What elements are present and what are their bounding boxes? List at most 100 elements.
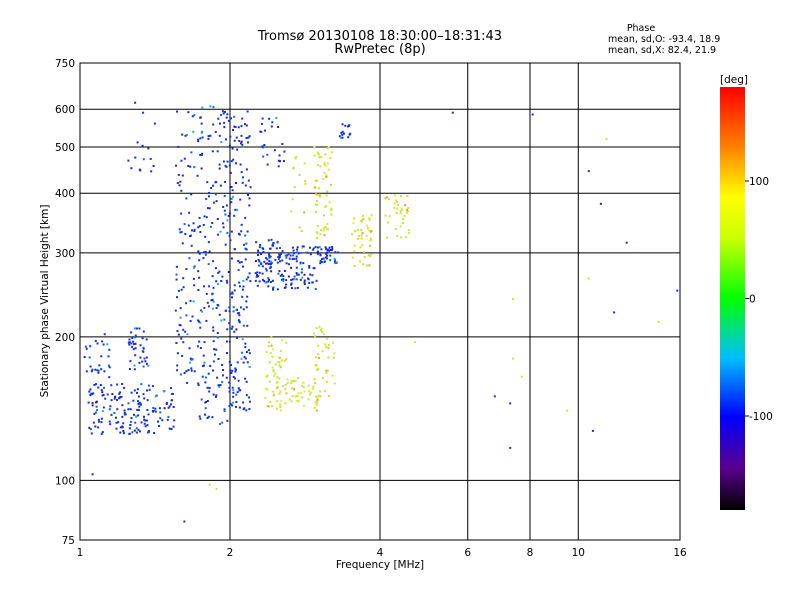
data-point [219,423,222,425]
data-point [407,207,410,209]
data-point [265,269,268,272]
data-point [280,359,283,362]
data-point [266,262,269,265]
data-point [239,198,242,201]
data-point [285,392,288,395]
data-point [270,125,273,128]
data-point [231,325,234,328]
data-point [193,166,196,169]
data-point [295,266,298,269]
data-point [211,275,214,278]
data-point [193,265,196,268]
data-point [190,151,193,154]
data-point [245,124,248,127]
data-point [228,310,231,313]
data-point [193,228,196,231]
data-point [198,320,200,323]
data-point [297,400,300,403]
chart-subtitle: RwPretec (8p) [334,42,425,57]
data-point [293,388,296,391]
data-point [107,364,110,367]
data-point [313,146,316,149]
data-point [163,407,166,410]
data-point [297,392,300,395]
data-point [326,223,329,225]
data-point [222,206,225,208]
data-point [228,322,231,325]
data-point [176,296,178,299]
data-point [314,401,317,404]
data-point [285,341,288,344]
data-point [103,333,106,336]
data-point [91,404,94,407]
data-point [267,285,270,288]
data-point [133,413,135,416]
data-point [188,211,191,214]
data-point [181,174,184,177]
data-point [314,335,317,338]
data-point [189,299,192,302]
data-point [153,432,156,434]
data-point [319,390,322,393]
colorbar-tick-label: 100 [749,176,769,188]
data-point [279,390,282,393]
data-point [170,428,173,430]
colorbar-ticks: 100 0 -100 [745,176,773,423]
data-point [316,399,319,401]
data-point [228,212,231,215]
data-point [264,387,267,390]
data-point [248,400,251,403]
data-point [152,406,155,409]
data-point [292,380,295,383]
data-point [245,300,248,303]
data-point [143,357,146,360]
data-point [215,307,218,309]
data-point [247,136,250,139]
data-point [226,219,229,222]
data-point [337,251,340,254]
data-point [245,409,248,412]
data-point [235,162,237,165]
data-point [145,362,148,365]
data-point [317,394,320,397]
data-point [115,427,118,430]
data-point [197,270,200,273]
data-point [248,204,251,207]
data-point [272,368,275,371]
data-point [215,280,218,283]
data-point [192,277,195,280]
data-point [264,281,267,284]
data-point [308,266,311,269]
data-point [290,381,293,384]
data-point [203,361,206,364]
data-point [270,238,273,241]
data-point [286,382,289,385]
data-point [264,396,267,399]
data-point [290,400,293,403]
data-point [146,409,149,411]
data-point [99,384,102,386]
data-point [291,278,294,281]
data-point [188,347,191,350]
data-point [248,272,251,275]
data-point [292,166,295,169]
data-point [249,186,252,189]
data-point [307,384,310,387]
data-point [138,327,141,330]
data-point [333,382,336,385]
data-point [255,275,258,278]
data-point [201,106,204,109]
data-point [287,275,290,278]
data-point [369,255,372,257]
data-point [292,246,294,249]
data-point [396,200,398,203]
data-point [312,267,315,270]
data-point [175,278,178,281]
data-point [203,285,205,288]
data-point [241,181,244,184]
data-point [231,404,234,407]
data-point [283,360,286,362]
data-point [509,446,512,449]
data-point [199,326,202,329]
data-point [605,137,608,140]
